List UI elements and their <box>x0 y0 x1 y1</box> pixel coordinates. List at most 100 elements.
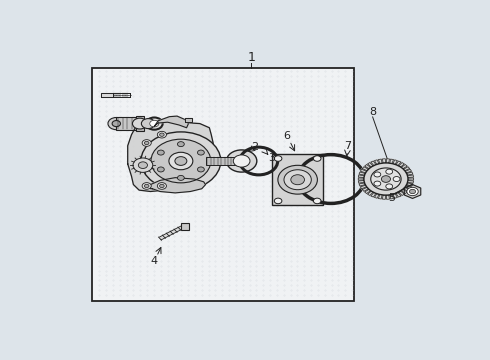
Circle shape <box>108 117 124 130</box>
Circle shape <box>145 184 149 188</box>
Circle shape <box>112 121 121 127</box>
Circle shape <box>278 165 318 194</box>
Polygon shape <box>408 178 414 180</box>
Polygon shape <box>404 185 421 198</box>
Circle shape <box>291 175 304 185</box>
Circle shape <box>274 198 282 204</box>
Polygon shape <box>358 181 365 183</box>
Polygon shape <box>359 183 365 186</box>
Circle shape <box>157 167 164 172</box>
Polygon shape <box>374 160 379 165</box>
Circle shape <box>314 156 321 161</box>
Circle shape <box>177 141 184 147</box>
Circle shape <box>160 184 164 188</box>
Circle shape <box>142 183 151 189</box>
Circle shape <box>374 181 381 186</box>
Circle shape <box>132 118 147 129</box>
Bar <box>92 68 354 301</box>
Circle shape <box>160 133 164 136</box>
Polygon shape <box>362 187 368 191</box>
Text: 7: 7 <box>344 141 351 151</box>
Circle shape <box>133 158 153 172</box>
Polygon shape <box>185 118 192 122</box>
Text: 3: 3 <box>268 153 275 163</box>
Bar <box>116 117 136 130</box>
Polygon shape <box>359 172 365 175</box>
Polygon shape <box>371 193 376 197</box>
Circle shape <box>314 198 321 204</box>
Circle shape <box>233 155 250 167</box>
Circle shape <box>157 150 164 155</box>
Circle shape <box>177 175 184 180</box>
Circle shape <box>175 157 187 165</box>
Bar <box>136 116 144 131</box>
Polygon shape <box>399 163 404 167</box>
Bar <box>206 157 238 165</box>
Polygon shape <box>362 167 368 171</box>
Polygon shape <box>393 194 397 198</box>
Polygon shape <box>403 187 410 191</box>
Circle shape <box>197 150 204 155</box>
Circle shape <box>169 152 193 170</box>
Text: 4: 4 <box>151 256 158 266</box>
Circle shape <box>393 176 400 181</box>
Polygon shape <box>403 167 410 171</box>
Bar <box>181 223 189 230</box>
Polygon shape <box>390 194 393 199</box>
Polygon shape <box>408 181 414 183</box>
Circle shape <box>274 156 282 161</box>
Circle shape <box>142 118 155 129</box>
Polygon shape <box>393 160 397 165</box>
Polygon shape <box>405 169 412 173</box>
Circle shape <box>142 140 151 146</box>
Polygon shape <box>101 93 113 97</box>
Polygon shape <box>150 177 206 193</box>
Circle shape <box>386 184 392 189</box>
Circle shape <box>410 189 416 194</box>
Circle shape <box>371 168 401 190</box>
Text: 5: 5 <box>388 193 395 203</box>
Polygon shape <box>382 159 386 163</box>
Polygon shape <box>371 161 376 166</box>
Circle shape <box>150 120 159 127</box>
Circle shape <box>386 169 392 174</box>
Text: 8: 8 <box>369 108 376 117</box>
Text: 6: 6 <box>284 131 291 141</box>
Polygon shape <box>387 159 390 163</box>
Bar <box>272 154 323 205</box>
Circle shape <box>157 183 167 189</box>
Polygon shape <box>374 194 379 198</box>
Circle shape <box>146 117 163 130</box>
Circle shape <box>381 176 391 183</box>
Polygon shape <box>360 169 367 173</box>
Circle shape <box>364 163 408 195</box>
Circle shape <box>138 162 147 168</box>
Polygon shape <box>399 191 404 195</box>
Polygon shape <box>401 189 407 194</box>
Circle shape <box>374 172 381 177</box>
Polygon shape <box>382 195 386 199</box>
Polygon shape <box>378 159 382 163</box>
Circle shape <box>141 132 220 190</box>
Polygon shape <box>378 194 382 199</box>
Circle shape <box>197 167 204 172</box>
Circle shape <box>226 150 257 172</box>
Polygon shape <box>401 165 407 169</box>
Polygon shape <box>407 172 413 175</box>
Polygon shape <box>390 159 393 163</box>
Polygon shape <box>128 121 213 192</box>
Text: 1: 1 <box>247 50 255 64</box>
Polygon shape <box>358 178 364 180</box>
Circle shape <box>284 170 311 190</box>
Polygon shape <box>360 185 367 189</box>
Text: 2: 2 <box>251 142 259 152</box>
Polygon shape <box>408 175 414 177</box>
Polygon shape <box>154 116 189 128</box>
Polygon shape <box>407 183 413 186</box>
Polygon shape <box>368 191 373 195</box>
Polygon shape <box>405 185 412 189</box>
Circle shape <box>157 131 167 138</box>
Polygon shape <box>387 195 390 199</box>
Circle shape <box>151 139 211 183</box>
Polygon shape <box>365 165 370 169</box>
